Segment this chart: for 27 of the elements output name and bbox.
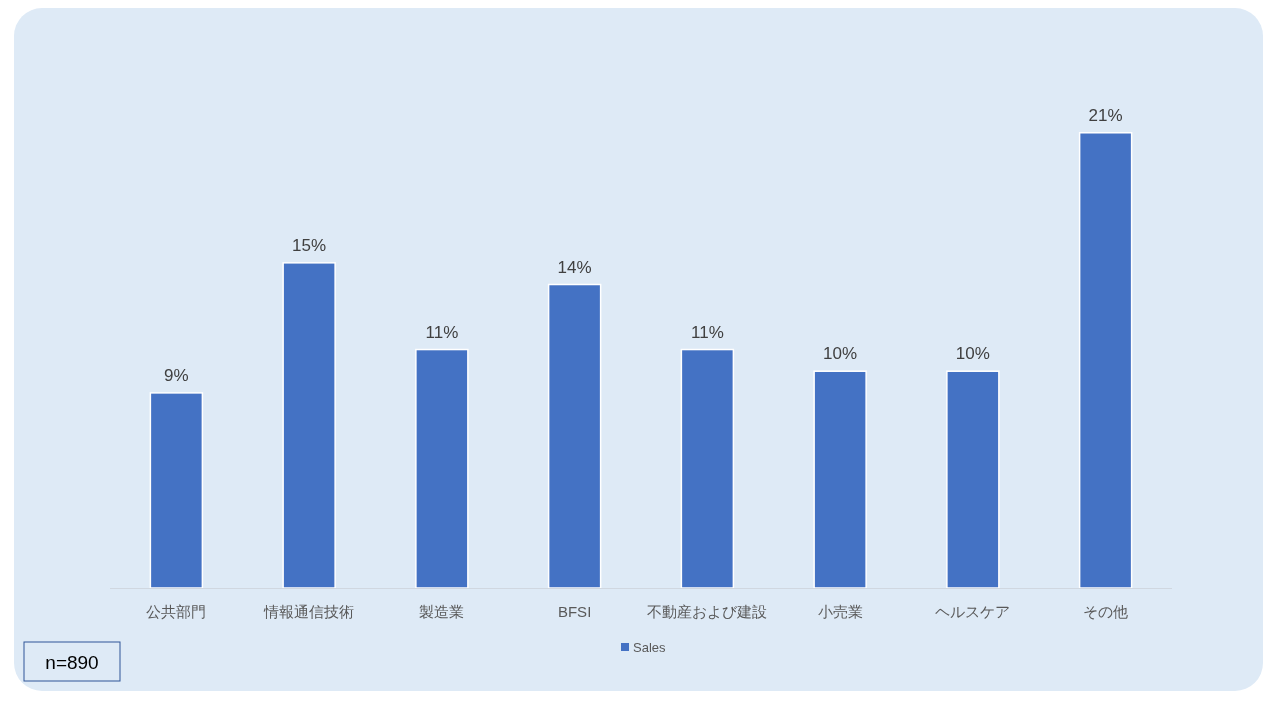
x-tick-label: 情報通信技術 [263,603,355,620]
legend-label: Sales [633,640,667,655]
x-tick-label: 小売業 [817,603,863,620]
x-tick-label: 公共部門 [146,603,207,620]
x-tick-label: その他 [1083,603,1129,620]
data-label: 14% [557,257,592,277]
data-label: 10% [955,344,990,364]
bar [813,370,867,589]
data-label: 15% [292,235,327,255]
data-label: 21% [1088,105,1123,125]
x-tick-label: BFSI [557,603,592,620]
bar [946,370,1000,589]
bar [547,283,602,589]
bar [282,262,336,589]
data-label: 11% [690,322,724,342]
text: n=890 [45,652,99,673]
data-label: 10% [823,344,858,364]
bar [1078,132,1133,589]
data-label: 9% [164,365,189,385]
bar [149,392,204,589]
bar [415,348,469,589]
x-tick-label: 不動産および建設 [647,603,768,620]
x-tick-label: ヘルスケア [935,603,1011,620]
bar [680,348,735,589]
data-label: 11% [425,322,459,342]
x-tick-label: 製造業 [419,603,465,620]
legend: Sales [621,640,666,655]
